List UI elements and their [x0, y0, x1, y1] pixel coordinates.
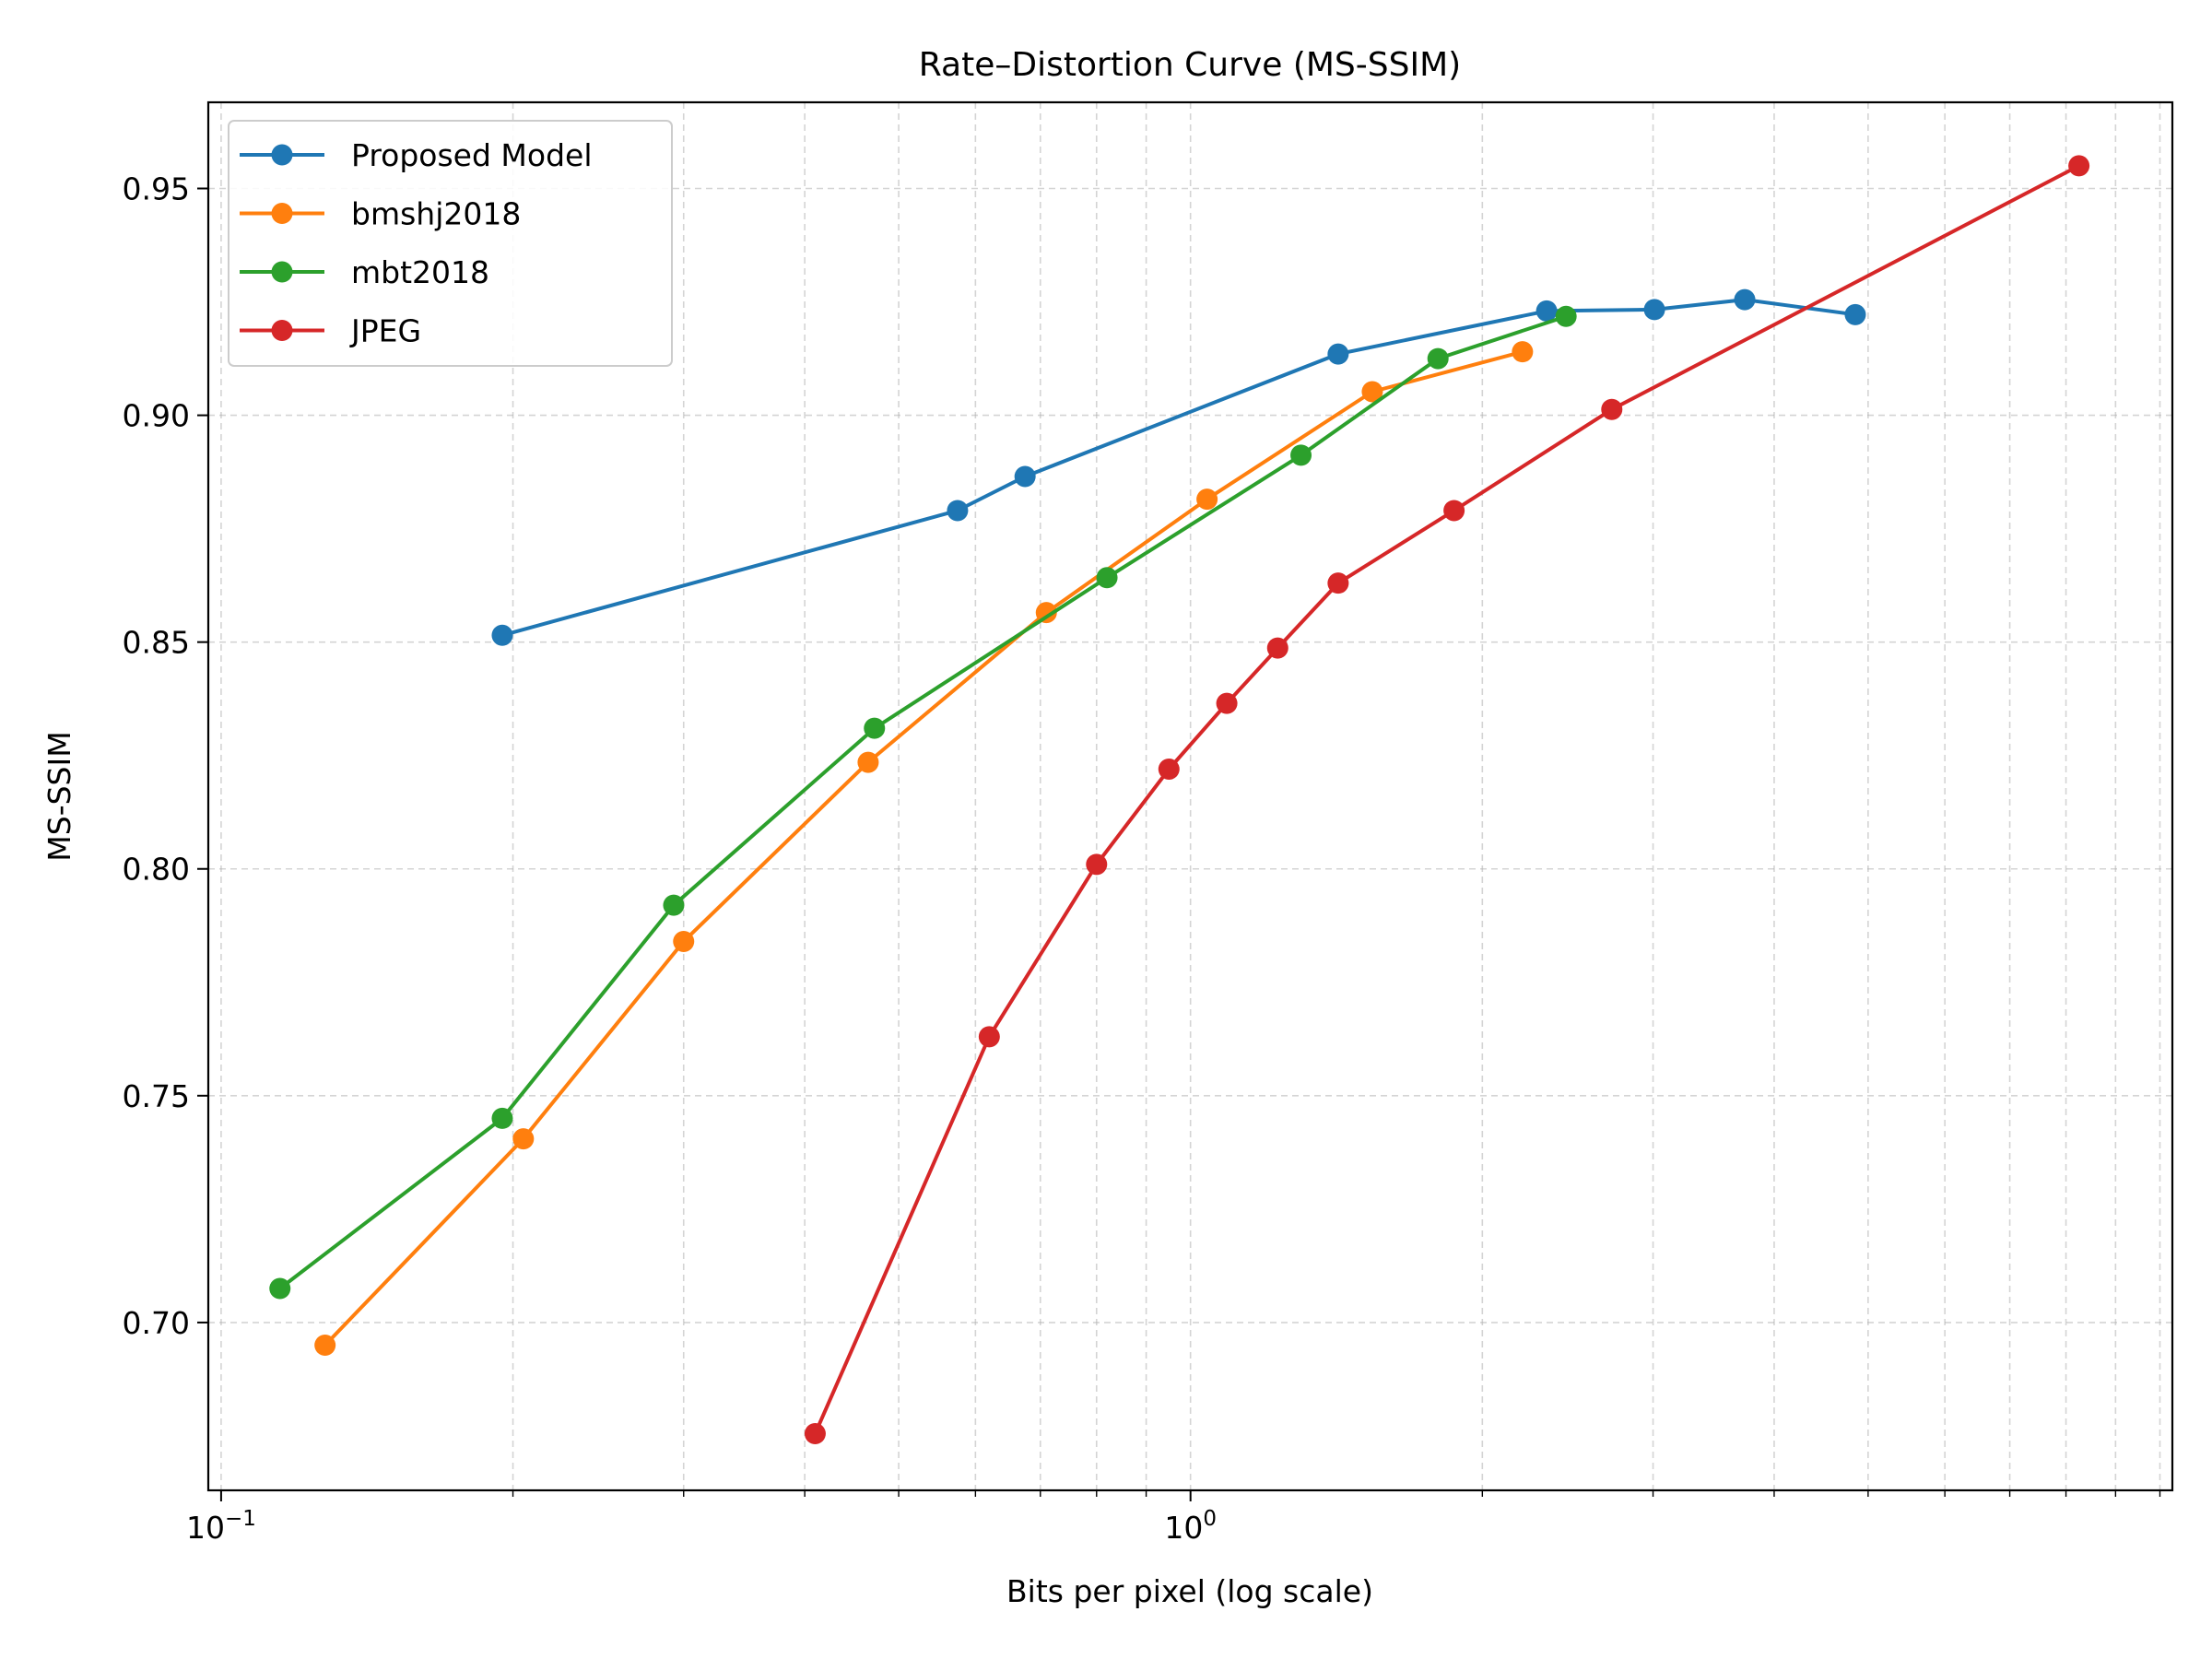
y-axis-label: MS-SSIM — [41, 731, 77, 861]
data-point — [1014, 465, 1036, 488]
y-tick-label: 0.90 — [123, 398, 190, 434]
x-axis-label: Bits per pixel (log scale) — [1006, 1573, 1373, 1609]
data-point — [1266, 637, 1288, 659]
legend-item: JPEG — [240, 313, 421, 349]
data-point — [1643, 299, 1665, 321]
data-point — [663, 894, 685, 916]
legend-marker — [271, 144, 293, 166]
legend-marker — [271, 203, 293, 224]
data-point — [1535, 300, 1558, 322]
data-point — [1035, 602, 1057, 624]
y-tick-label: 0.95 — [123, 171, 190, 207]
data-point — [804, 1422, 826, 1444]
series-line — [813, 163, 2081, 1436]
data-point — [1086, 853, 1108, 876]
series-line — [277, 314, 1569, 1290]
legend-label: bmshj2018 — [351, 196, 521, 232]
data-point — [491, 1107, 513, 1129]
y-tick-label: 0.75 — [123, 1078, 190, 1114]
tick-layer: 10−1 100 0.70 0.75 0.80 0.85 0.90 0.95 — [123, 171, 2161, 1546]
data-point — [1096, 567, 1118, 589]
data-point — [1512, 341, 1534, 363]
y-tick-label: 0.80 — [123, 852, 190, 888]
data-point — [978, 1026, 1000, 1048]
data-point — [1361, 381, 1383, 403]
legend-item: Proposed Model — [240, 137, 593, 173]
legend: Proposed Model bmshj2018 mbt2018 JPEG — [228, 120, 673, 367]
series-3 — [269, 305, 1577, 1300]
data-point — [947, 500, 969, 522]
data-point — [864, 717, 886, 739]
legend-marker — [271, 261, 293, 283]
legend-label: Proposed Model — [351, 137, 593, 173]
data-point — [1216, 692, 1238, 714]
data-point — [1601, 398, 1623, 420]
data-point — [1196, 488, 1218, 511]
series-layer — [269, 155, 2090, 1444]
data-point — [673, 930, 695, 952]
data-point — [2068, 155, 2090, 177]
series-line — [323, 349, 1524, 1347]
x-tick-label: 100 — [1164, 1507, 1217, 1546]
data-point — [1734, 288, 1756, 311]
data-point — [1327, 343, 1349, 365]
grid-layer — [208, 102, 2172, 1490]
data-point — [1158, 758, 1180, 780]
series-line — [500, 298, 1857, 638]
data-point — [1327, 572, 1349, 594]
data-point — [1427, 347, 1449, 370]
series-2 — [314, 341, 1534, 1357]
series-4 — [804, 155, 2090, 1444]
legend-box — [228, 120, 673, 367]
data-point — [1844, 303, 1866, 325]
data-point — [314, 1335, 336, 1357]
chart-title: Rate–Distortion Curve (MS-SSIM) — [919, 46, 1461, 84]
y-tick-label: 0.85 — [123, 625, 190, 661]
legend-label: mbt2018 — [351, 254, 489, 290]
data-point — [491, 624, 513, 646]
data-point — [857, 751, 879, 773]
data-point — [512, 1128, 535, 1150]
legend-marker — [271, 320, 293, 341]
legend-item: mbt2018 — [240, 254, 489, 290]
y-tick-label: 0.70 — [123, 1305, 190, 1341]
legend-label: JPEG — [349, 313, 421, 349]
series-1 — [491, 288, 1866, 646]
data-point — [1443, 500, 1465, 522]
legend-item: bmshj2018 — [240, 196, 521, 232]
x-tick-label: 10−1 — [186, 1507, 256, 1546]
data-point — [269, 1277, 291, 1300]
data-point — [1555, 305, 1577, 327]
data-point — [1290, 444, 1312, 466]
